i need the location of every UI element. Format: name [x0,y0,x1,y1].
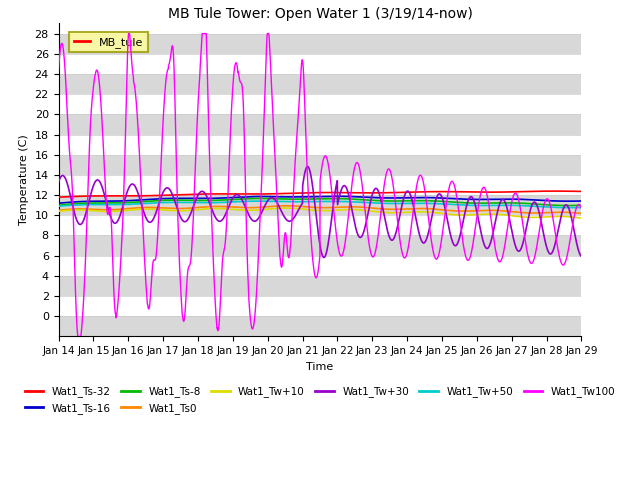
Bar [58,216,582,236]
Y-axis label: Temperature (C): Temperature (C) [19,134,29,225]
Bar [58,195,582,216]
Bar [58,236,582,256]
Bar [58,175,582,195]
Bar [58,94,582,114]
Bar [58,114,582,134]
X-axis label: Time: Time [307,362,333,372]
Bar [58,54,582,74]
Bar [58,316,582,336]
Bar [58,155,582,175]
Bar [58,13,582,34]
Bar [58,34,582,54]
Title: MB Tule Tower: Open Water 1 (3/19/14-now): MB Tule Tower: Open Water 1 (3/19/14-now… [168,7,472,21]
Bar [58,256,582,276]
Bar [58,74,582,94]
Bar [58,134,582,155]
Bar [58,276,582,296]
Legend: Wat1_Ts-32, Wat1_Ts-16, Wat1_Ts-8, Wat1_Ts0, Wat1_Tw+10, Wat1_Tw+30, Wat1_Tw+50,: Wat1_Ts-32, Wat1_Ts-16, Wat1_Ts-8, Wat1_… [20,383,620,418]
Bar [58,296,582,316]
